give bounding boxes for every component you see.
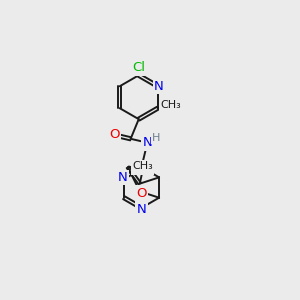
Text: CH₃: CH₃ [133, 164, 153, 174]
Text: N: N [118, 171, 128, 184]
Text: O: O [136, 187, 147, 200]
Text: Cl: Cl [132, 61, 145, 74]
Text: H: H [152, 133, 160, 143]
Text: N: N [142, 136, 152, 149]
Text: N: N [136, 202, 146, 215]
Text: CH₃: CH₃ [160, 100, 181, 110]
Text: N: N [154, 80, 164, 93]
Text: O: O [109, 128, 119, 141]
Text: CH₃: CH₃ [132, 160, 153, 171]
